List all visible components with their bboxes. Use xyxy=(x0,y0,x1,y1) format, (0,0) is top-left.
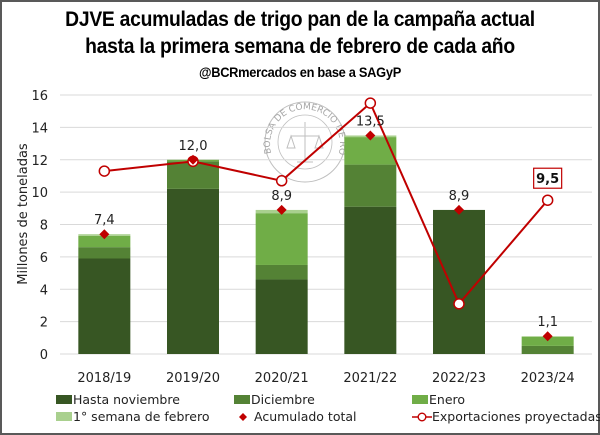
bar-segment-hasta-noviembre xyxy=(255,279,308,354)
gridlines xyxy=(60,94,592,355)
exportaciones-point xyxy=(364,97,377,109)
acumulado-label: 13,5 xyxy=(356,114,385,129)
watermark-text: BOLSA DE COMERCIO DE ROSARIO xyxy=(2,2,347,156)
exportaciones-label: 9,5 xyxy=(536,172,559,187)
acumulado-label: 1,1 xyxy=(537,315,558,330)
acumulado-marker xyxy=(276,204,287,215)
exportaciones-point xyxy=(98,165,111,177)
exportaciones-line-path xyxy=(104,101,549,306)
x-tick-label: 2023/24 xyxy=(521,371,575,386)
chart-plot: BOLSA DE COMERCIO DE ROSARIO 0 2 4 6 8 10 12 14… xyxy=(2,2,592,386)
watermark-inner-ring xyxy=(277,114,333,170)
data-labels: 9,5 7,4 12,0 8,9 13,5 8,9 1,1 xyxy=(94,114,563,330)
bar-segment-hasta-noviembre xyxy=(78,258,131,354)
bar-segment-hasta-noviembre xyxy=(433,209,485,354)
diamond-marker-icon xyxy=(239,412,247,421)
legend-swatch xyxy=(234,395,250,404)
bar-segment-hasta-noviembre xyxy=(344,206,397,354)
acumulado-marker xyxy=(454,204,464,215)
y-tick-label: 4 xyxy=(40,283,48,298)
acumulado-label: 8,9 xyxy=(449,189,470,204)
y-tick-label: 10 xyxy=(31,186,48,201)
line-circle-marker-icon xyxy=(412,412,432,421)
bar-segment-enero xyxy=(344,137,397,165)
chart-title-line1: DJVE acumuladas de trigo pan de la campa… xyxy=(65,8,535,31)
y-tick-label: 16 xyxy=(31,89,48,104)
acumulado-label: 8,9 xyxy=(271,189,292,204)
bar-segment-enero xyxy=(255,213,308,265)
legend-swatch xyxy=(56,395,72,404)
exportaciones-line xyxy=(98,97,554,310)
x-tick-label: 2021/22 xyxy=(343,371,397,386)
bars xyxy=(78,135,574,354)
scales-icon xyxy=(286,122,324,163)
x-axis-ticks: 2018/19 2019/20 2020/21 2021/22 2022/23 2023/… xyxy=(77,371,574,386)
y-axis-ticks: 0 2 4 6 8 10 12 14 16 xyxy=(31,89,48,363)
acumulado-marker xyxy=(188,154,198,165)
exportaciones-point xyxy=(541,194,554,206)
legend-item-enero: Enero xyxy=(412,392,465,407)
acumulado-label: 12,0 xyxy=(179,139,208,154)
legend-swatch xyxy=(412,395,428,404)
x-tick-label: 2022/23 xyxy=(432,371,486,386)
legend-item-diciembre: Diciembre xyxy=(234,392,315,407)
legend-label: Acumulado total xyxy=(254,409,357,424)
bar-segment-diciembre xyxy=(78,247,131,259)
legend-label: Diciembre xyxy=(251,392,315,407)
chart-subtitle: @BCRmercados en base a SAGyP xyxy=(199,65,401,80)
legend-label: Exportaciones proyectadas xyxy=(432,409,600,424)
bar-segment-diciembre xyxy=(344,164,397,207)
y-tick-label: 14 xyxy=(31,121,48,136)
acumulado-marker xyxy=(365,130,376,141)
y-tick-label: 12 xyxy=(31,154,48,169)
exportaciones-point xyxy=(453,298,465,310)
legend-swatch xyxy=(56,412,72,421)
legend-item-febrero: 1° semana de febrero xyxy=(56,409,209,424)
acumulado-label: 7,4 xyxy=(94,213,115,228)
x-tick-label: 2018/19 xyxy=(77,371,131,386)
legend-item-hasta-noviembre: Hasta noviembre xyxy=(56,392,180,407)
acumulado-marker xyxy=(542,331,553,342)
chart-title-line2: hasta la primera semana de febrero de ca… xyxy=(85,35,515,58)
bar-segment-enero xyxy=(78,235,131,248)
watermark-seal: BOLSA DE COMERCIO DE ROSARIO xyxy=(2,2,347,183)
legend-label: Hasta noviembre xyxy=(73,392,180,407)
legend-item-exportaciones: Exportaciones proyectadas xyxy=(412,409,600,424)
acumulado-marker xyxy=(99,229,110,240)
y-tick-label: 6 xyxy=(40,251,48,266)
x-tick-label: 2019/20 xyxy=(166,371,220,386)
y-axis-label: Millones de toneladas xyxy=(16,143,31,285)
y-tick-label: 2 xyxy=(40,316,48,331)
y-tick-label: 8 xyxy=(40,219,48,234)
exportaciones-label-box xyxy=(533,167,563,189)
y-tick-label: 0 xyxy=(40,348,48,363)
bar-segment-enero xyxy=(521,337,574,346)
x-tick-label: 2020/21 xyxy=(255,371,309,386)
acumulado-markers xyxy=(99,130,553,342)
legend-label: Enero xyxy=(429,392,466,407)
bar-segment-diciembre xyxy=(521,345,574,354)
legend-label: 1° semana de febrero xyxy=(73,409,210,424)
bar-segment-diciembre xyxy=(255,264,308,280)
legend-item-acumulado: Acumulado total xyxy=(234,409,357,424)
exportaciones-point xyxy=(275,175,288,187)
bar-segment-hasta-noviembre xyxy=(167,188,219,354)
